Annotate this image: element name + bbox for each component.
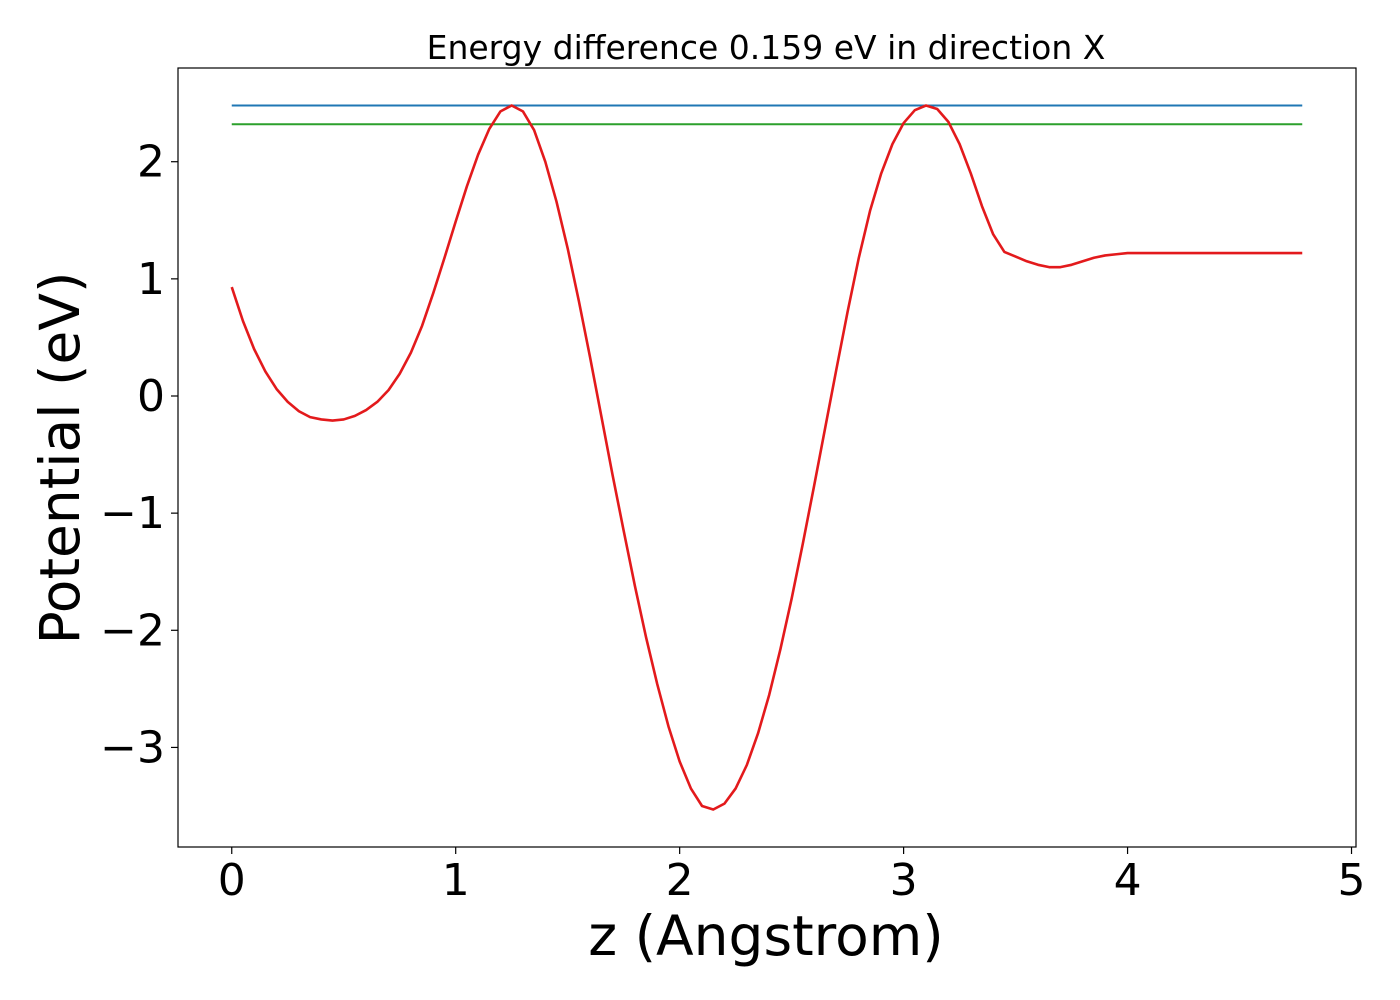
y-tick-label-2: −1 <box>100 488 165 539</box>
x-tick-label-3: 3 <box>890 855 918 906</box>
plot-frame <box>177 67 1357 848</box>
y-axis-ticks: −3 −2 −1 0 1 2 <box>100 137 178 773</box>
x-tick-label-4: 4 <box>1114 855 1142 906</box>
x-axis-ticks: 0 1 2 3 4 5 <box>218 847 1366 906</box>
plot-lines <box>230 104 1303 811</box>
chart-title: Energy difference 0.159 eV in direction … <box>427 28 1106 67</box>
y-tick-label-0: −3 <box>100 722 165 773</box>
y-axis-label: Potential (eV) <box>28 272 92 645</box>
x-tick-label-5: 5 <box>1338 855 1366 906</box>
x-tick-label-0: 0 <box>218 855 246 906</box>
y-tick-label-3: 0 <box>137 371 165 422</box>
x-axis-label: z (Angstrom) <box>588 904 944 968</box>
y-tick-label-1: −2 <box>100 605 165 656</box>
x-tick-label-1: 1 <box>442 855 470 906</box>
y-tick-label-5: 2 <box>137 137 165 188</box>
x-tick-label-2: 2 <box>666 855 694 906</box>
y-tick-label-4: 1 <box>137 254 165 305</box>
series-line-2 <box>230 104 1303 811</box>
